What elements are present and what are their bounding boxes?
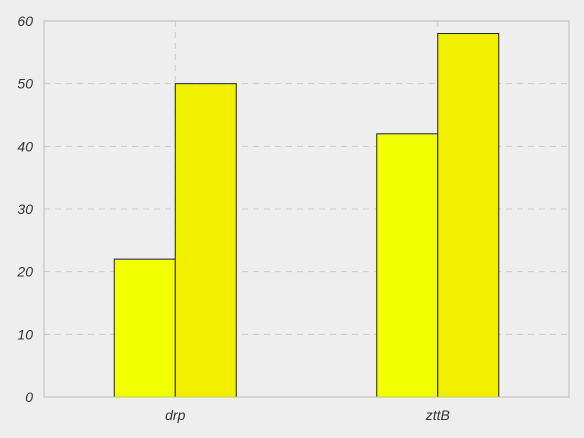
- bar-drp-series-1: [113, 258, 176, 398]
- bar-drp-series-2: [174, 83, 237, 398]
- y-tick-label: 60: [17, 13, 33, 29]
- x-axis-ticks: drp zttB: [165, 407, 450, 423]
- y-tick-label: 10: [17, 326, 33, 342]
- y-tick-label: 40: [17, 138, 33, 154]
- bars: [113, 33, 500, 398]
- y-tick-label: 0: [25, 389, 33, 405]
- bar-zttB-series-2: [437, 33, 500, 398]
- x-tick-label: zttB: [425, 407, 450, 423]
- y-tick-label: 20: [16, 264, 33, 280]
- y-axis-ticks: 0 10 20 30 40 50 60: [16, 13, 33, 405]
- x-tick-label: drp: [165, 407, 185, 423]
- y-tick-label: 50: [17, 76, 33, 92]
- y-tick-label: 30: [17, 201, 33, 217]
- plot-frame: [43, 20, 570, 398]
- bar-zttB-series-1: [376, 133, 439, 398]
